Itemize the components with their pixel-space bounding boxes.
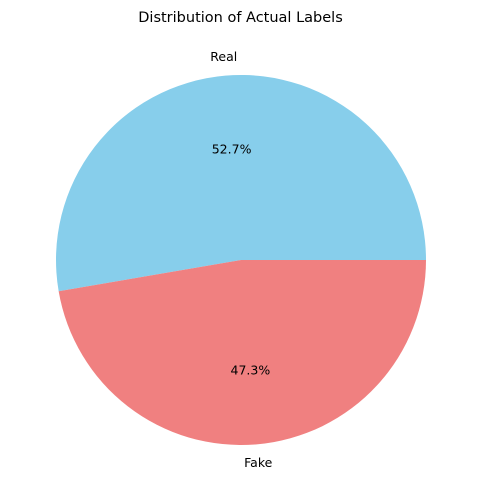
chart-title: Distribution of Actual Labels	[138, 10, 343, 26]
pie-labels: Real 52.7% Fake 47.3%	[210, 49, 272, 470]
slice-percent-fake: 47.3%	[231, 363, 271, 378]
pie-slice-real	[55, 75, 426, 292]
slice-label-real: Real	[210, 49, 237, 64]
slice-label-fake: Fake	[244, 455, 272, 470]
pie-slice-fake	[58, 260, 426, 446]
slice-percent-real: 52.7%	[212, 141, 252, 156]
pie-slices	[55, 75, 426, 446]
